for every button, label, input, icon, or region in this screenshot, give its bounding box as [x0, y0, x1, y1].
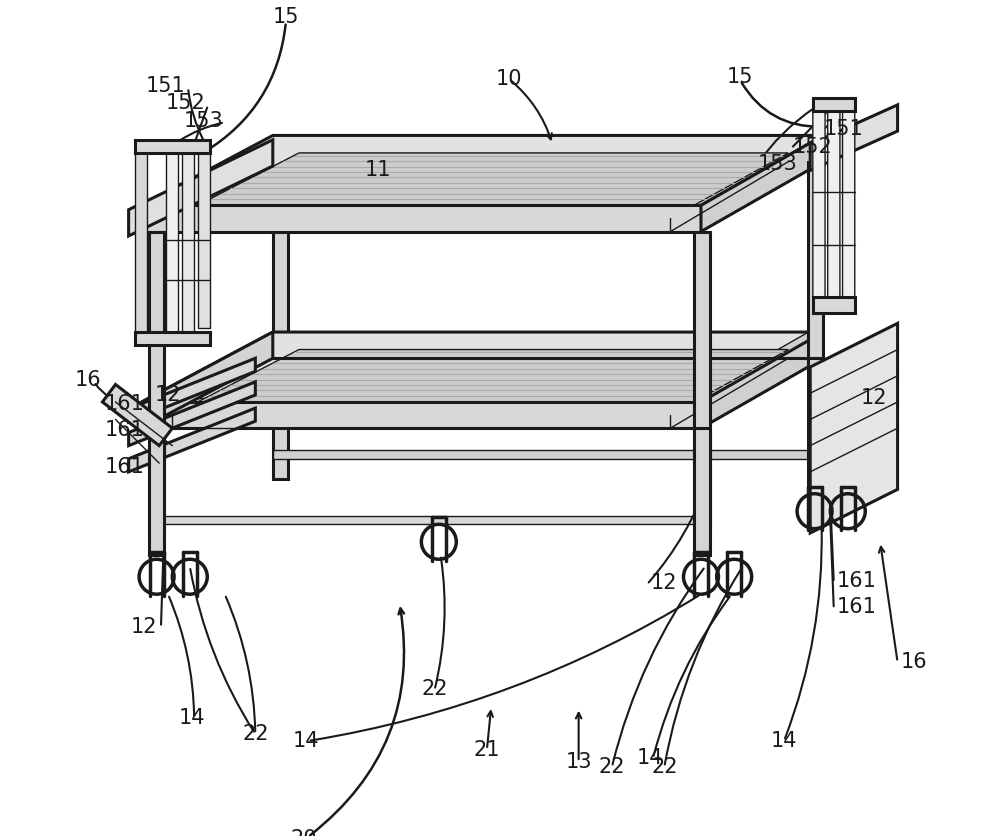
Polygon shape: [288, 332, 823, 341]
Text: 12: 12: [861, 389, 887, 409]
Text: 21: 21: [474, 740, 500, 760]
Text: 161: 161: [104, 457, 144, 477]
Text: 161: 161: [104, 420, 144, 440]
Text: 22: 22: [242, 724, 269, 744]
Polygon shape: [149, 232, 164, 532]
Polygon shape: [149, 332, 288, 398]
Polygon shape: [149, 516, 710, 524]
Text: 152: 152: [166, 93, 206, 113]
Polygon shape: [102, 385, 172, 446]
Text: 12: 12: [650, 573, 677, 593]
Polygon shape: [808, 359, 823, 489]
Text: 12: 12: [155, 385, 181, 405]
Polygon shape: [129, 140, 273, 236]
Polygon shape: [694, 428, 710, 555]
Text: 161: 161: [836, 571, 876, 591]
Text: 13: 13: [565, 752, 592, 772]
Polygon shape: [129, 359, 255, 422]
Polygon shape: [808, 161, 823, 371]
Polygon shape: [813, 297, 855, 313]
Text: 151: 151: [823, 120, 863, 140]
Polygon shape: [810, 324, 898, 533]
Text: 16: 16: [74, 370, 101, 390]
Polygon shape: [198, 140, 210, 328]
Polygon shape: [182, 141, 194, 332]
Text: 14: 14: [771, 731, 797, 751]
Polygon shape: [172, 349, 788, 415]
Polygon shape: [142, 135, 823, 206]
Text: 14: 14: [293, 731, 319, 751]
Text: 15: 15: [273, 8, 299, 28]
Polygon shape: [813, 104, 825, 310]
Text: 20: 20: [290, 828, 317, 836]
Text: 12: 12: [131, 618, 157, 637]
Polygon shape: [273, 450, 808, 459]
Text: 10: 10: [495, 69, 522, 89]
Polygon shape: [142, 332, 273, 428]
Polygon shape: [694, 232, 710, 532]
Text: 14: 14: [637, 748, 664, 768]
Polygon shape: [694, 332, 823, 398]
Text: 161: 161: [104, 394, 144, 414]
Text: 151: 151: [146, 75, 185, 95]
Text: 15: 15: [727, 67, 754, 87]
Polygon shape: [701, 332, 823, 428]
Polygon shape: [149, 428, 164, 555]
Text: 153: 153: [758, 155, 798, 174]
Polygon shape: [135, 147, 147, 339]
Polygon shape: [701, 135, 823, 232]
Polygon shape: [142, 206, 701, 232]
Polygon shape: [273, 161, 288, 375]
Text: 161: 161: [836, 597, 876, 617]
Polygon shape: [828, 102, 840, 306]
Polygon shape: [142, 402, 701, 428]
Text: 11: 11: [364, 161, 391, 181]
Polygon shape: [135, 332, 210, 345]
Polygon shape: [172, 153, 788, 218]
Polygon shape: [149, 398, 710, 406]
Polygon shape: [142, 332, 823, 402]
Text: 22: 22: [599, 757, 625, 777]
Polygon shape: [135, 140, 210, 153]
Polygon shape: [273, 359, 288, 479]
Polygon shape: [166, 144, 178, 336]
Text: 14: 14: [179, 708, 206, 728]
Text: 22: 22: [421, 679, 448, 699]
Text: 22: 22: [651, 757, 678, 777]
Text: 16: 16: [900, 652, 927, 672]
Text: 153: 153: [183, 110, 223, 130]
Polygon shape: [129, 408, 255, 472]
Polygon shape: [813, 98, 855, 111]
Text: 152: 152: [793, 137, 832, 157]
Polygon shape: [810, 104, 898, 171]
Polygon shape: [843, 99, 855, 302]
Polygon shape: [129, 382, 255, 446]
